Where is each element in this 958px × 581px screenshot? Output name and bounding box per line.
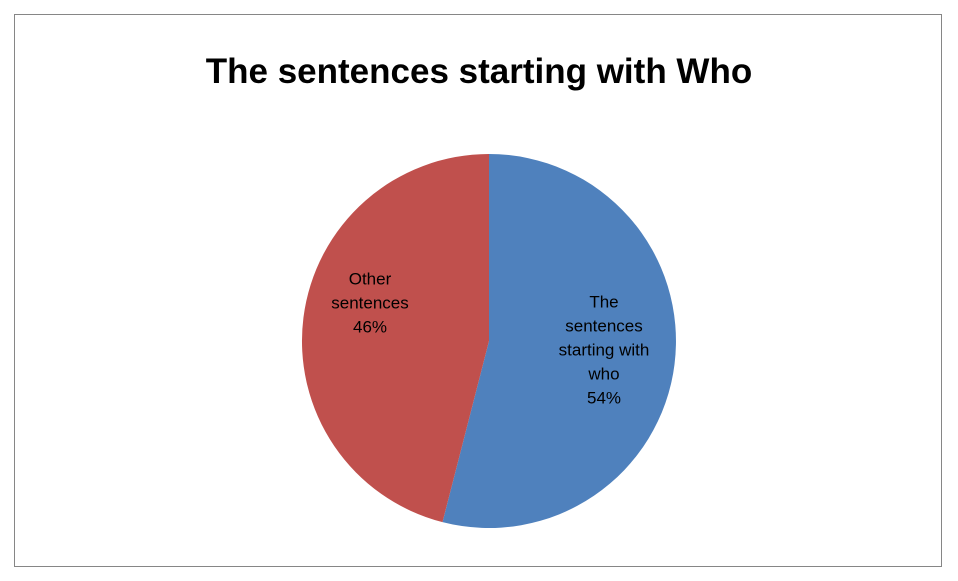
pie-slice [442, 154, 676, 528]
data-label: Other sentences 46% [331, 270, 409, 337]
chart-title: The sentences starting with Who [205, 52, 753, 91]
pie-slice [301, 154, 489, 523]
data-label: The sentences starting with who 54% [559, 293, 650, 408]
